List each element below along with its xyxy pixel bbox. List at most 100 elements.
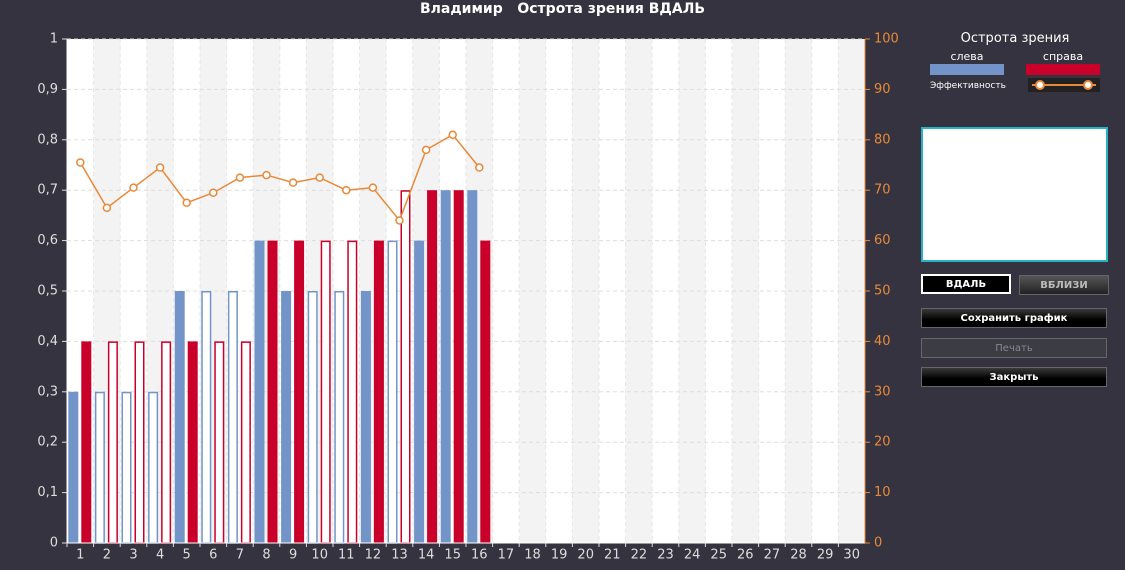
point [421,145,431,155]
y-tick-label: 0,3 [37,384,58,399]
point [209,188,218,197]
bar [227,291,238,544]
y2-tick-label: 80 [874,132,891,147]
x-tick-label: 28 [790,548,807,563]
x-tick-label: 16 [471,548,488,563]
legend-label: Эффективность [930,81,1006,91]
bar [480,240,491,543]
bar [201,291,212,544]
legend-title: Острота зрения [960,31,1070,46]
y-tick-label: 0,5 [37,284,58,299]
button[interactable]: Сохранить график [921,308,1107,328]
bar [453,190,464,543]
y-tick-label: 0,9 [37,82,58,97]
y2-tick-label: 40 [874,334,891,349]
y2-tick-label: 0 [874,536,882,551]
bar [254,240,265,543]
y-tick-label: 0,1 [37,485,58,500]
bar [214,341,225,544]
bar [427,190,438,543]
point [475,163,484,172]
y2-tick-label: 50 [874,284,891,299]
point [395,216,404,225]
bar [107,341,118,544]
x-tick-label: 30 [843,548,860,563]
x-tick-label: 11 [338,548,355,563]
x-tick-label: 7 [236,548,244,563]
button[interactable]: ВДАЛЬ [921,274,1011,294]
button[interactable]: Печать [921,338,1107,358]
legend: слева справа Эффективность [918,46,1112,110]
bar [81,341,92,543]
bar [187,341,198,543]
bar [334,291,345,544]
point [368,183,378,192]
x-tick-label: 4 [156,548,164,563]
y-tick-label: 0,8 [37,132,58,147]
chart-title: Владимир Острота зрения ВДАЛЬ [419,1,706,17]
y2-tick-label: 70 [874,183,891,198]
y2-tick-label: 30 [874,384,891,399]
bar [94,391,105,544]
bar [134,341,145,544]
bar [294,240,305,543]
bar [320,240,331,544]
x-tick-label: 29 [817,548,834,563]
x-tick-label: 19 [551,548,568,563]
point [235,173,245,182]
bar [440,190,451,543]
y2-tick-label: 90 [874,82,891,97]
point [342,185,351,195]
bar [373,240,384,543]
side-panel: Острота зрения слева справа Эффективност… [918,28,1112,387]
y2-tick-label: 20 [874,435,891,450]
x-tick-label: 10 [311,548,328,563]
point [102,203,112,213]
legend-point [1083,80,1093,90]
line [79,133,480,222]
preview-box [921,127,1108,262]
x-tick-label: 12 [365,548,382,563]
x-tick-label: 5 [183,548,191,563]
x-tick-label: 6 [209,548,217,563]
y-tick-label: 0,2 [37,435,58,450]
x-tick-label: 9 [289,548,297,563]
chart: 00,10,20,30,40,50,60,70,80,9101020304050… [37,32,899,563]
legend-label: слева [950,50,984,63]
x-tick-label: 2 [103,548,111,563]
bar [307,291,318,544]
x-tick-label: 3 [129,548,137,563]
y-tick-label: 0,7 [37,183,58,198]
y-tick-label: 0 [50,536,58,551]
bar [387,240,398,544]
point [76,158,85,167]
x-tick-label: 26 [737,548,754,563]
y-tick-label: 0,6 [37,233,58,248]
point [129,183,138,192]
x-tick-label: 15 [444,548,461,563]
button[interactable]: Закрыть [921,367,1107,387]
bar [148,391,159,544]
button[interactable]: ВБЛИЗИ [1019,275,1109,295]
point [155,163,165,172]
bar [68,391,79,543]
bar [161,341,172,544]
x-tick-label: 20 [577,548,594,563]
x-tick-label: 8 [262,548,270,563]
x-tick-label: 27 [764,548,781,563]
x-tick-label: 25 [710,548,727,563]
bar [414,240,425,543]
point [315,173,324,182]
point [182,198,191,208]
bar [281,291,292,543]
legend-swatch [1028,78,1100,92]
bar [121,391,132,544]
y-tick-label: 1 [50,32,58,47]
legend-swatch [930,64,1004,75]
x-tick-label: 23 [657,548,674,563]
legend-swatch [1026,64,1100,75]
point [262,170,271,180]
x-tick-label: 13 [391,548,408,563]
legend-label: справа [1042,50,1084,63]
